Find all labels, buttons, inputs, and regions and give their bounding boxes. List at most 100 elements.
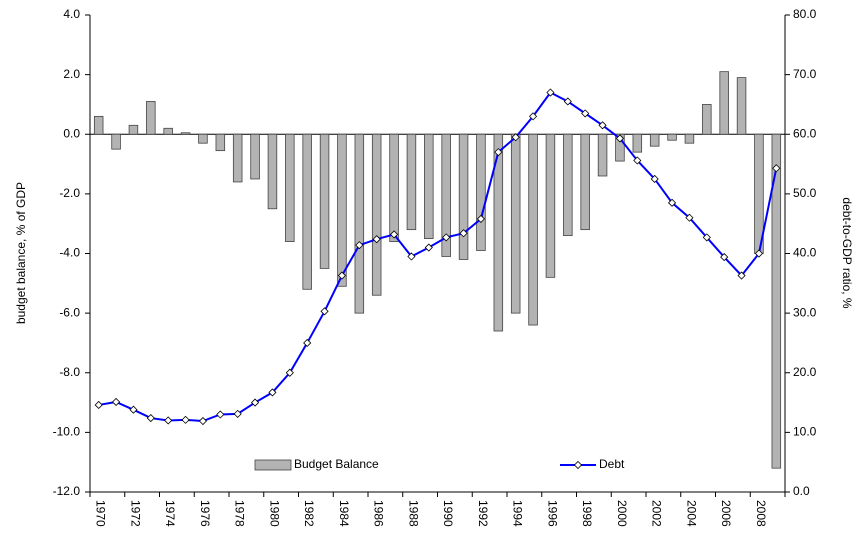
bar (319, 133, 330, 269)
x-tick-label: 1990 (441, 500, 455, 527)
bar (702, 104, 712, 135)
bar (337, 133, 347, 287)
bar (771, 133, 782, 469)
y2-tick-label: 80.0 (793, 7, 817, 21)
bar (719, 71, 729, 135)
marker (303, 338, 312, 348)
bar (493, 133, 504, 332)
marker (581, 109, 590, 118)
y-axis-title: budget balance, % of GDP (14, 182, 28, 324)
x-tick-label: 2000 (615, 500, 629, 527)
y2-axis-title: debt-to-GDP ratio, % (840, 197, 854, 308)
marker (546, 88, 555, 97)
x-tick-label: 1978 (233, 500, 247, 527)
y-tick-label: -2.0 (59, 186, 80, 200)
y-tick-label: 2.0 (63, 67, 80, 81)
marker (528, 112, 538, 121)
x-tick-label: 2006 (719, 500, 733, 527)
legend-label: Budget Balance (294, 457, 379, 471)
x-tick-label: 1992 (476, 500, 490, 527)
marker (372, 235, 381, 244)
bar (128, 124, 139, 135)
marker (320, 307, 329, 316)
y2-tick-label: 60.0 (793, 126, 817, 140)
y2-tick-label: 70.0 (793, 67, 817, 81)
marker (459, 229, 468, 238)
x-tick-label: 1996 (545, 500, 559, 527)
bar (424, 133, 434, 239)
marker (615, 134, 625, 143)
marker (164, 416, 173, 425)
bar (198, 133, 208, 144)
marker (181, 415, 190, 424)
x-tick-label: 2008 (754, 500, 768, 527)
bar (111, 133, 121, 150)
marker (442, 233, 451, 242)
bar (667, 133, 677, 141)
y2-tick-label: 10.0 (793, 425, 817, 439)
bar (302, 133, 312, 290)
bar (215, 133, 226, 152)
bar (441, 133, 451, 257)
y-tick-label: -8.0 (59, 365, 80, 379)
marker (129, 405, 138, 414)
marker (685, 213, 694, 222)
marker (563, 97, 572, 106)
marker (389, 230, 399, 239)
bar (163, 127, 173, 135)
bar (476, 133, 486, 251)
y-tick-label: -12.0 (53, 484, 81, 498)
y-tick-label: -6.0 (59, 305, 80, 319)
marker (476, 214, 486, 223)
x-tick-label: 1980 (267, 500, 281, 527)
y2-tick-label: 50.0 (793, 186, 817, 200)
x-tick-label: 1972 (128, 500, 142, 527)
x-tick-label: 2004 (684, 500, 698, 527)
bar (354, 133, 365, 314)
bar (406, 133, 417, 231)
marker (772, 164, 781, 173)
marker (94, 400, 103, 410)
bar (232, 133, 243, 183)
marker (111, 397, 121, 407)
bar (632, 133, 643, 153)
marker (250, 398, 260, 407)
x-tick-label: 1970 (94, 500, 108, 527)
bar (615, 133, 625, 162)
bar (684, 133, 695, 144)
x-tick-label: 1982 (302, 500, 316, 527)
y2-tick-label: 30.0 (793, 305, 817, 319)
marker (702, 233, 711, 242)
y-tick-label: -10.0 (53, 425, 81, 439)
marker (737, 271, 746, 280)
marker (285, 368, 294, 377)
x-tick-label: 1988 (406, 500, 420, 527)
marker (598, 121, 607, 130)
marker (633, 156, 642, 165)
marker (494, 148, 503, 157)
bar (528, 133, 538, 326)
marker (198, 416, 208, 426)
bar (285, 133, 295, 242)
marker (650, 174, 659, 184)
x-tick-label: 1986 (372, 500, 386, 527)
marker (407, 252, 416, 261)
marker (720, 253, 729, 262)
y2-tick-label: 20.0 (793, 365, 817, 379)
bar (649, 133, 660, 147)
marker (511, 133, 520, 142)
bar (597, 133, 608, 177)
bar (146, 101, 156, 135)
x-tick-label: 1998 (580, 500, 594, 527)
marker (754, 249, 764, 258)
x-tick-label: 2002 (650, 500, 664, 527)
bar (736, 77, 747, 135)
legend-marker (573, 460, 583, 470)
x-tick-label: 1994 (511, 500, 525, 527)
x-tick-label: 1976 (198, 500, 212, 527)
bar (389, 133, 399, 242)
bar (458, 133, 469, 260)
y-tick-label: 0.0 (63, 126, 80, 140)
bar (250, 133, 260, 180)
